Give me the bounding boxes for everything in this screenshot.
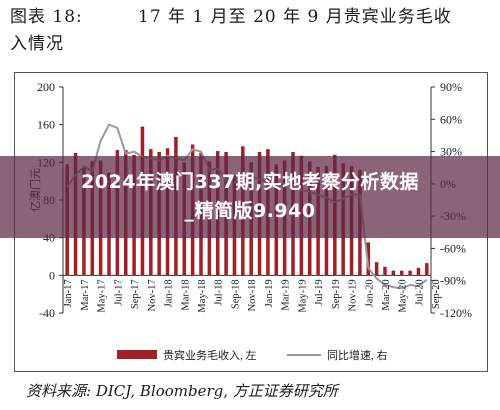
x-tick-label: Nov-18 [247,279,258,311]
right-axis-tick-label: 60% [440,112,462,126]
right-axis-tick-label: 30% [440,145,462,159]
x-tick-label: Jul-20 [414,279,425,305]
x-tick-label: Jan-18 [164,279,175,307]
x-tick-label: May-18 [197,279,208,312]
right-axis-tick-label: 90% [440,80,462,94]
x-tick-label: Jul-19 [314,279,325,305]
x-tick-label: May-20 [398,279,409,312]
x-tick-label: Mar-19 [281,279,292,310]
overlay-banner: 2024年澳门337期,实地考察分析数据 _精简版9.940 [0,156,500,238]
source-note: 资料来源: DICJ, Bloomberg, 方正证券研究所 [26,382,338,400]
right-axis-tick-label: -60% [440,241,466,255]
legend-swatch-bar [117,350,157,359]
x-tick-label: Jul-18 [214,279,225,305]
x-tick-label: Sep-19 [331,279,342,309]
figure-title-line-2: 入情况 [10,34,64,54]
x-tick-label: Jan-17 [63,279,74,307]
bar [374,262,379,276]
bar [399,270,404,276]
x-tick-label: Jan-20 [364,279,375,307]
left-axis-tick-label: 160 [37,118,55,132]
bar [416,267,421,276]
x-tick-label: Sep-18 [230,279,241,309]
x-tick-label: Mar-17 [80,279,91,310]
x-tick-label: Sep-20 [431,279,442,309]
left-axis-tick-label: 0 [49,268,55,282]
bar [408,270,412,276]
overlay-line-1: 2024年澳门337期,实地考察分析数据 [81,171,419,193]
x-tick-label: Jul-17 [113,279,124,305]
left-axis-tick-label: 200 [37,80,55,94]
overlay-line-2: _精简版9.940 [184,200,316,222]
right-axis-tick-label: -120% [440,306,472,320]
x-tick-label: Jan-19 [264,279,275,307]
figure-label: 图表 18: [10,7,83,27]
legend-label-line: 同比增速, 右 [327,348,388,362]
left-axis-tick-label: -40 [39,306,55,320]
x-tick-label: Mar-20 [381,279,392,310]
legend-label-bar: 贵宾业务毛收入, 左 [163,348,257,362]
bar [383,266,387,276]
x-tick-label: May-19 [297,279,308,312]
x-tick-label: Mar-18 [180,279,191,310]
bar [391,270,396,276]
bar [425,263,429,276]
x-tick-label: Nov-19 [348,279,359,311]
overlay-banner-text: 2024年澳门337期,实地考察分析数据 _精简版9.940 [0,168,500,226]
x-tick-label: Nov-17 [147,279,158,311]
right-axis-tick-label: -90% [440,274,466,288]
figure-title: 图表 18: 17 年 1 月至 20 年 9 月贵宾业务毛收 入情况 [10,4,490,58]
x-tick-label: Sep-17 [130,279,141,309]
figure-title-line-1: 图表 18: 17 年 1 月至 20 年 9 月贵宾业务毛收 [10,4,490,31]
figure-title-text: 17 年 1 月至 20 年 9 月贵宾业务毛收 [138,7,452,27]
x-tick-label: May-17 [97,279,108,312]
